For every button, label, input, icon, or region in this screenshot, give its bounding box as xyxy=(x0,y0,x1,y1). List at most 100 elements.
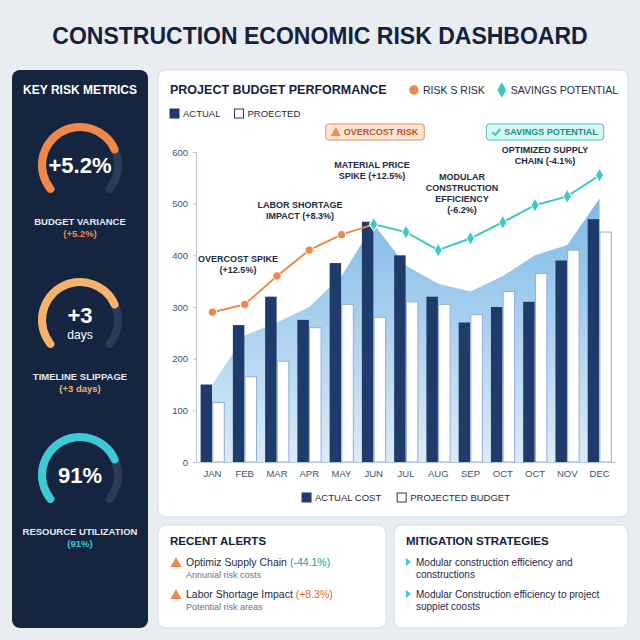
gauge: +5.2% xyxy=(38,123,122,193)
x-axis: JANFEBMARAPRMAYJUNJULAUGSEPOCTOCTNOVDEC xyxy=(197,462,617,479)
bar xyxy=(374,317,385,462)
annotation-line: EFFICIENCY xyxy=(435,194,489,204)
badge-label: SAVINGS POTENTIAL xyxy=(504,127,598,137)
mitigation-item-line: suppiet coosts xyxy=(416,601,480,612)
alerts-panel: RECENT ALERTSOptimiz Supply Chain (-44.1… xyxy=(158,525,386,628)
bar xyxy=(394,255,405,462)
gauge-label: RESOURCE UTILIZATION xyxy=(23,526,138,537)
marker xyxy=(434,243,442,257)
mitigation-item-line: Modular Construction efficiency to proje… xyxy=(416,589,599,600)
gauge-arc xyxy=(38,123,119,193)
dashboard: CONSTRUCTION ECONOMIC RISK DASHBOARDKEY … xyxy=(0,0,640,640)
badge: OVERCOST RISK xyxy=(326,124,425,140)
bar xyxy=(362,222,373,462)
y-axis: 0100200300400500600 xyxy=(172,147,196,468)
tick-label: 200 xyxy=(172,353,188,364)
y-tick: 100 xyxy=(172,405,196,416)
marker xyxy=(337,230,345,238)
panel-background xyxy=(158,70,628,517)
gauge-value: +5.2% xyxy=(49,153,112,178)
annotation: MATERIAL PRICESPIKE (+12.5%) xyxy=(334,160,410,181)
x-tick: MAY xyxy=(332,462,353,479)
gauge-label-line: BUDGET VARIANCE xyxy=(34,216,126,227)
axis-line xyxy=(193,153,197,463)
legend-swatch xyxy=(234,109,243,118)
annotation: OVERCOST SPIKE(+12.5%) xyxy=(198,254,278,275)
marker xyxy=(241,300,249,308)
bar xyxy=(439,304,450,462)
gauge-label-line: RESOURCE UTILIZATION xyxy=(23,526,138,537)
badge-background xyxy=(326,124,425,140)
alert-label: Optimiz Supply Chain xyxy=(186,556,290,568)
x-tick: OCT xyxy=(525,462,545,479)
annotation-line: SPIKE (+12.5%) xyxy=(339,171,405,181)
tick-label: FEB xyxy=(235,468,253,479)
legend-swatch xyxy=(170,109,179,118)
line xyxy=(212,224,373,312)
badge: SAVINGS POTENTIAL xyxy=(486,124,603,140)
bar xyxy=(342,304,353,462)
gauge-track xyxy=(38,123,122,193)
marker xyxy=(208,308,216,316)
tick-label: AUG xyxy=(428,468,449,479)
x-tick: JUN xyxy=(364,462,383,479)
legend-swatch xyxy=(397,493,406,502)
annotation-line: MATERIAL PRICE xyxy=(334,160,410,170)
tick-label: JUL xyxy=(398,468,415,479)
panel-background xyxy=(394,525,628,628)
gauge-detail: (91%) xyxy=(67,538,92,549)
bar xyxy=(588,219,599,462)
tick-label: 500 xyxy=(172,198,188,209)
legend-label: PROECTED xyxy=(247,108,300,119)
chart-panel: PROJECT BUDGET PERFORMANCE SAVINGS POTENT… xyxy=(158,70,628,517)
gauge-detail: (+3 days) xyxy=(59,383,100,394)
marker xyxy=(499,215,507,229)
x-tick: AUG xyxy=(428,462,449,479)
panel-title: KEY RISK METRICS xyxy=(23,83,137,97)
mitigation-item: Modular construction efficiency andconst… xyxy=(416,557,573,580)
marker xyxy=(596,168,604,182)
annotation-line: IMPACT (+8.3%) xyxy=(266,211,334,221)
tick-mark xyxy=(193,462,196,463)
annotation-line: MODULAR xyxy=(439,172,485,182)
legend-label: SAVINGS POTENTIAL xyxy=(511,84,618,96)
tick-label: OCT xyxy=(525,468,545,479)
chart-title: PROJECT BUDGET PERFORMANCE xyxy=(170,83,387,97)
tick-label: 0 xyxy=(183,457,188,468)
legend-swatch xyxy=(302,493,311,502)
legend: ACTUAL COSTPROJECTED BUDGET xyxy=(302,492,510,503)
bar xyxy=(568,250,579,462)
mitigation-item-line: constructions xyxy=(416,569,475,580)
mitigation-item: Modular Construction efficiency to proje… xyxy=(416,589,599,612)
gauge: 91% xyxy=(38,433,122,503)
bar xyxy=(459,323,470,463)
legend-label: ACTUAL COST xyxy=(315,492,381,503)
x-tick: DEC xyxy=(590,462,610,479)
bar xyxy=(245,377,256,462)
gauge-unit: days xyxy=(67,328,92,342)
panel-background xyxy=(158,525,386,628)
marker xyxy=(467,231,475,245)
bar xyxy=(406,302,417,462)
marker xyxy=(531,198,539,212)
badge-background xyxy=(486,124,603,140)
marker xyxy=(273,272,281,280)
bar xyxy=(201,385,212,463)
gauge-label-line: TIMELINE SLIPPAGE xyxy=(33,371,127,382)
bar xyxy=(297,320,308,462)
alert-change: (-44.1%) xyxy=(290,556,330,568)
annotation-line: (+12.5%) xyxy=(220,265,257,275)
tick-label: MAR xyxy=(266,468,287,479)
alert-icon xyxy=(171,589,182,599)
x-tick: FEB xyxy=(235,462,253,479)
bar xyxy=(426,297,437,462)
y-tick: 300 xyxy=(172,302,196,313)
y-tick: 500 xyxy=(172,198,196,209)
bullet xyxy=(406,558,411,566)
alert-icon xyxy=(171,557,182,567)
marker xyxy=(305,246,313,254)
plot-marks xyxy=(201,168,612,462)
alert-label: Labor Shortage Impact xyxy=(186,588,296,600)
tick-mark xyxy=(193,307,196,308)
tick-mark xyxy=(193,359,196,360)
